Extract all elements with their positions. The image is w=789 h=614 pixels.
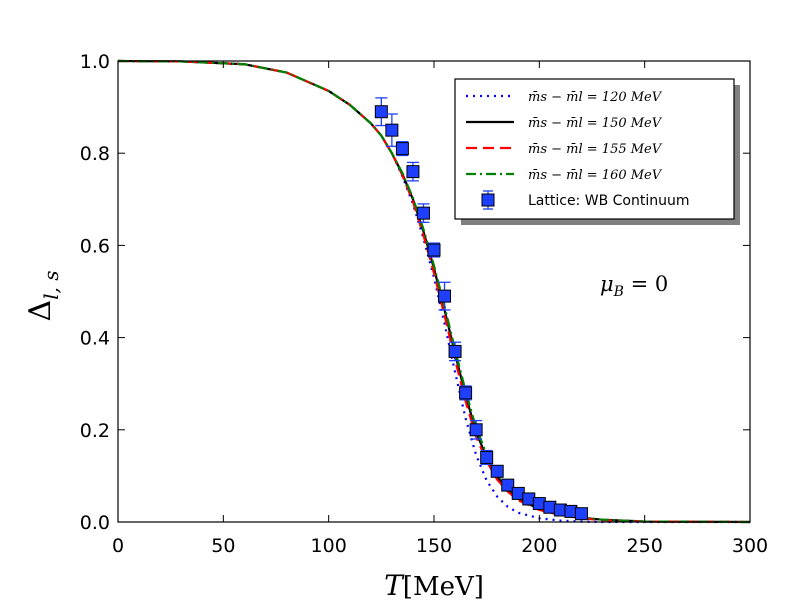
- data-point: [574, 507, 588, 521]
- legend-label: m̄s − m̄l = 160 MeV: [528, 168, 663, 183]
- data-point: [374, 105, 388, 119]
- y-tick-label: 1.0: [80, 51, 110, 73]
- x-axis-label-symbol: T: [384, 569, 405, 602]
- legend-label: m̄s − m̄l = 155 MeV: [528, 142, 663, 157]
- data-point: [490, 464, 504, 478]
- x-tick-label: 150: [416, 535, 452, 557]
- x-axis-label: T[MeV]: [384, 569, 484, 602]
- mu-b-value: = 0: [624, 272, 668, 296]
- y-tick-label: 0.2: [80, 420, 110, 442]
- data-point: [469, 423, 483, 437]
- data-point: [480, 450, 494, 464]
- legend: m̄s − m̄l = 120 MeV m̄s − m̄l = 150 MeV m̄…: [454, 78, 740, 225]
- lattice-points-layer: [374, 97, 588, 521]
- legend-entries: m̄s − m̄l = 120 MeV m̄s − m̄l = 150 MeV m̄…: [466, 90, 689, 210]
- y-tick-label: 0.6: [80, 235, 110, 257]
- x-tick-label: 250: [627, 535, 663, 557]
- legend-label: m̄s − m̄l = 120 MeV: [528, 90, 663, 105]
- legend-marker: [481, 193, 495, 207]
- x-tick-label: 200: [521, 535, 557, 557]
- x-tick-label: 100: [311, 535, 347, 557]
- mu-b-subscript: B: [613, 284, 624, 300]
- y-tick-label: 0.4: [80, 328, 110, 350]
- mu-b-annotation: μB = 0: [600, 272, 668, 300]
- data-point: [406, 165, 420, 179]
- y-tick-label: 0.0: [80, 512, 110, 534]
- data-point: [416, 206, 430, 220]
- data-point: [385, 123, 399, 137]
- data-point: [501, 478, 515, 492]
- x-tick-label: 300: [732, 535, 768, 557]
- data-point: [395, 142, 409, 156]
- data-point: [427, 243, 441, 257]
- x-axis-label-unit: [MeV]: [403, 572, 484, 602]
- mu-b-symbol: μ: [600, 272, 614, 296]
- x-tick-label: 50: [211, 535, 235, 557]
- y-tick-label: 0.8: [80, 143, 110, 165]
- y-axis-label-symbol: Δ: [23, 300, 58, 322]
- x-tick-label: 0: [112, 535, 124, 557]
- series-line-0: [117, 59, 750, 524]
- y-axis-label: Δl, s: [23, 270, 63, 321]
- legend-label: m̄s − m̄l = 150 MeV: [528, 116, 663, 131]
- data-point: [448, 344, 462, 358]
- data-point: [438, 289, 452, 303]
- data-point: [459, 386, 473, 400]
- y-axis-label-subscript: l, s: [39, 270, 63, 299]
- axis-ticks: 0 50 100 150 200 250 300 0.0 0.2 0.4 0.6 0.8 1.0: [80, 51, 768, 557]
- legend-label: Lattice: WB Continuum: [528, 193, 689, 209]
